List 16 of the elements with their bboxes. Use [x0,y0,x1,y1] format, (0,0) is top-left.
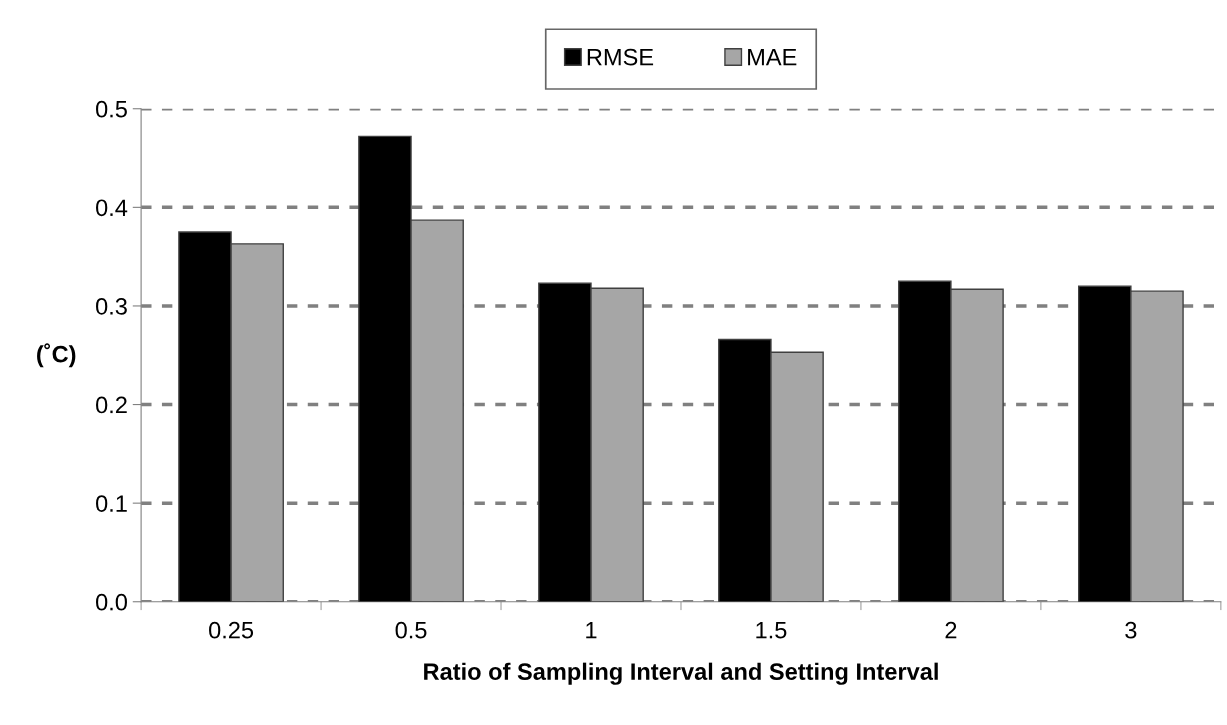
y-tick-label: 0.0 [96,593,127,611]
x-axis-title: Ratio of Sampling Interval and Setting Interval [424,662,938,685]
x-tick-label: 2 [945,621,957,639]
y-tick-label: 0.1 [96,495,127,512]
legend-label: MAE [748,49,797,66]
y-tick-label: 0.5 [96,100,127,118]
legend-label: RMSE [587,48,654,66]
x-tick-label: 0.5 [395,621,427,639]
y-tick-label: 0.2 [96,396,127,414]
x-tick-label: 3 [1125,621,1137,639]
x-tick-label: 1.5 [756,622,787,639]
y-tick-label: 0.4 [96,199,128,217]
y-axis-title: (˚C) [37,343,76,368]
y-tick-label: 0.3 [96,298,127,315]
x-tick-label: 0.25 [209,621,254,639]
x-tick-label: 1 [586,622,597,639]
